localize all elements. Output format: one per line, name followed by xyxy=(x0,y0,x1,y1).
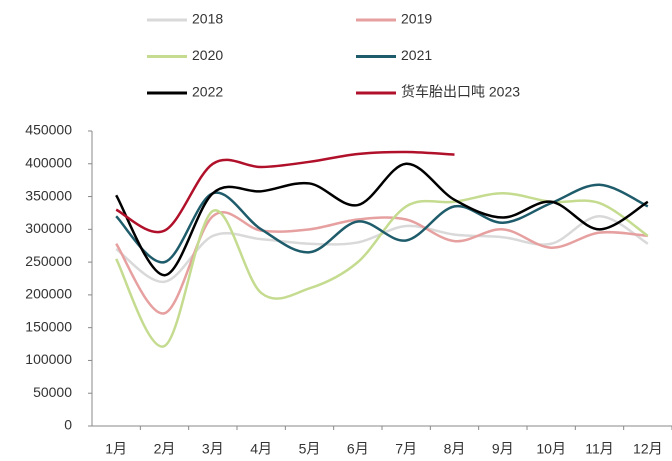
x-tick-label: 12月 xyxy=(633,441,663,457)
legend-label: 2021 xyxy=(401,47,432,63)
x-tick-label: 7月 xyxy=(395,441,417,457)
x-tick-label: 5月 xyxy=(299,441,321,457)
x-tick-label: 1月 xyxy=(105,441,127,457)
series-line xyxy=(115,150,455,234)
x-tick-label: 11月 xyxy=(585,441,614,457)
y-tick-label: 100000 xyxy=(25,351,72,367)
y-tick-label: 150000 xyxy=(25,318,72,334)
legend-label: 2019 xyxy=(401,11,432,27)
y-tick-label: 200000 xyxy=(25,286,72,302)
legend-label: 2018 xyxy=(192,11,223,27)
legend-label: 2020 xyxy=(192,47,223,63)
y-tick-label: 350000 xyxy=(25,187,72,203)
legend-label: 2022 xyxy=(192,84,223,100)
y-tick-label: 50000 xyxy=(33,384,72,400)
x-tick-label: 10月 xyxy=(536,441,566,457)
x-tick-label: 8月 xyxy=(444,441,466,457)
y-tick-label: 300000 xyxy=(25,220,72,236)
y-tick-label: 450000 xyxy=(25,122,72,138)
x-tick-label: 3月 xyxy=(202,441,224,457)
legend-label: 货车胎出口吨 2023 xyxy=(401,84,520,100)
series-line xyxy=(115,162,649,277)
x-tick-label: 6月 xyxy=(347,441,369,457)
series-line xyxy=(115,211,648,315)
y-tick-label: 400000 xyxy=(25,154,72,170)
y-tick-label: 0 xyxy=(64,417,72,433)
series-line xyxy=(115,183,649,264)
x-tick-label: 2月 xyxy=(154,441,176,457)
y-tick-label: 250000 xyxy=(25,253,72,269)
series-line xyxy=(115,214,649,284)
x-tick-label: 4月 xyxy=(250,441,272,457)
x-tick-label: 9月 xyxy=(492,441,514,457)
